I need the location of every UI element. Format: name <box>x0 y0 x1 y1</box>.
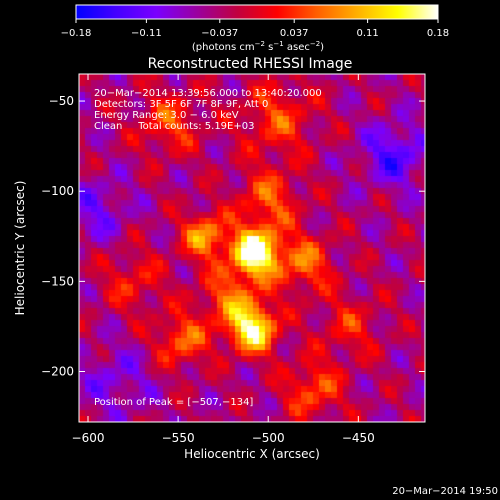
colorbar-gradient <box>75 4 439 20</box>
y-tick-label: −200 <box>41 365 74 379</box>
x-tick-label: −600 <box>72 431 105 445</box>
colorbar: −0.18 −0.11 −0.037 0.037 0.11 0.18 (photons c… <box>61 4 449 53</box>
x-axis-label: Heliocentric X (arcsec) <box>184 447 320 461</box>
colorbar-tick-label: −0.037 <box>201 28 238 39</box>
overlay-energy-range: Energy Range: 3.0 − 6.0 keV <box>94 110 239 121</box>
y-axis-label: Heliocentric Y (arcsec) <box>13 181 27 316</box>
chart-title: Reconstructed RHESSI Image <box>148 56 353 72</box>
colorbar-units: (photons cm−2 s−1 asec−2) <box>192 40 324 53</box>
colorbar-tick-label: −0.18 <box>61 28 92 39</box>
x-tick-label: −550 <box>162 431 195 445</box>
colorbar-tick-label: 0.11 <box>356 28 378 39</box>
y-tick-label: −50 <box>49 94 74 108</box>
overlay-time-range: 20−Mar−2014 13:39:56.000 to 13:40:20.000 <box>94 88 322 99</box>
x-tick-label: −500 <box>252 431 285 445</box>
overlay-detectors: Detectors: 3F 5F 6F 7F 8F 9F, Att 0 <box>94 99 269 110</box>
colorbar-ticks: −0.18 −0.11 −0.037 0.037 0.11 0.18 <box>61 19 449 39</box>
chart-title-text: Reconstructed RHESSI Image <box>148 56 353 72</box>
overlay-clean-counts: Clean Total counts: 5.19E+03 <box>94 121 255 132</box>
y-tick-label: −150 <box>41 274 74 288</box>
footer-date: 20−Mar−2014 19:50 <box>392 486 498 497</box>
colorbar-tick-label: 0.18 <box>427 28 449 39</box>
colorbar-tick-label: 0.037 <box>280 28 309 39</box>
x-tick-label: −450 <box>342 431 375 445</box>
y-tick-label: −100 <box>41 184 74 198</box>
colorbar-tick-label: −0.11 <box>131 28 162 39</box>
overlay-peak-position: Position of Peak = [−507,−134] <box>94 397 254 408</box>
